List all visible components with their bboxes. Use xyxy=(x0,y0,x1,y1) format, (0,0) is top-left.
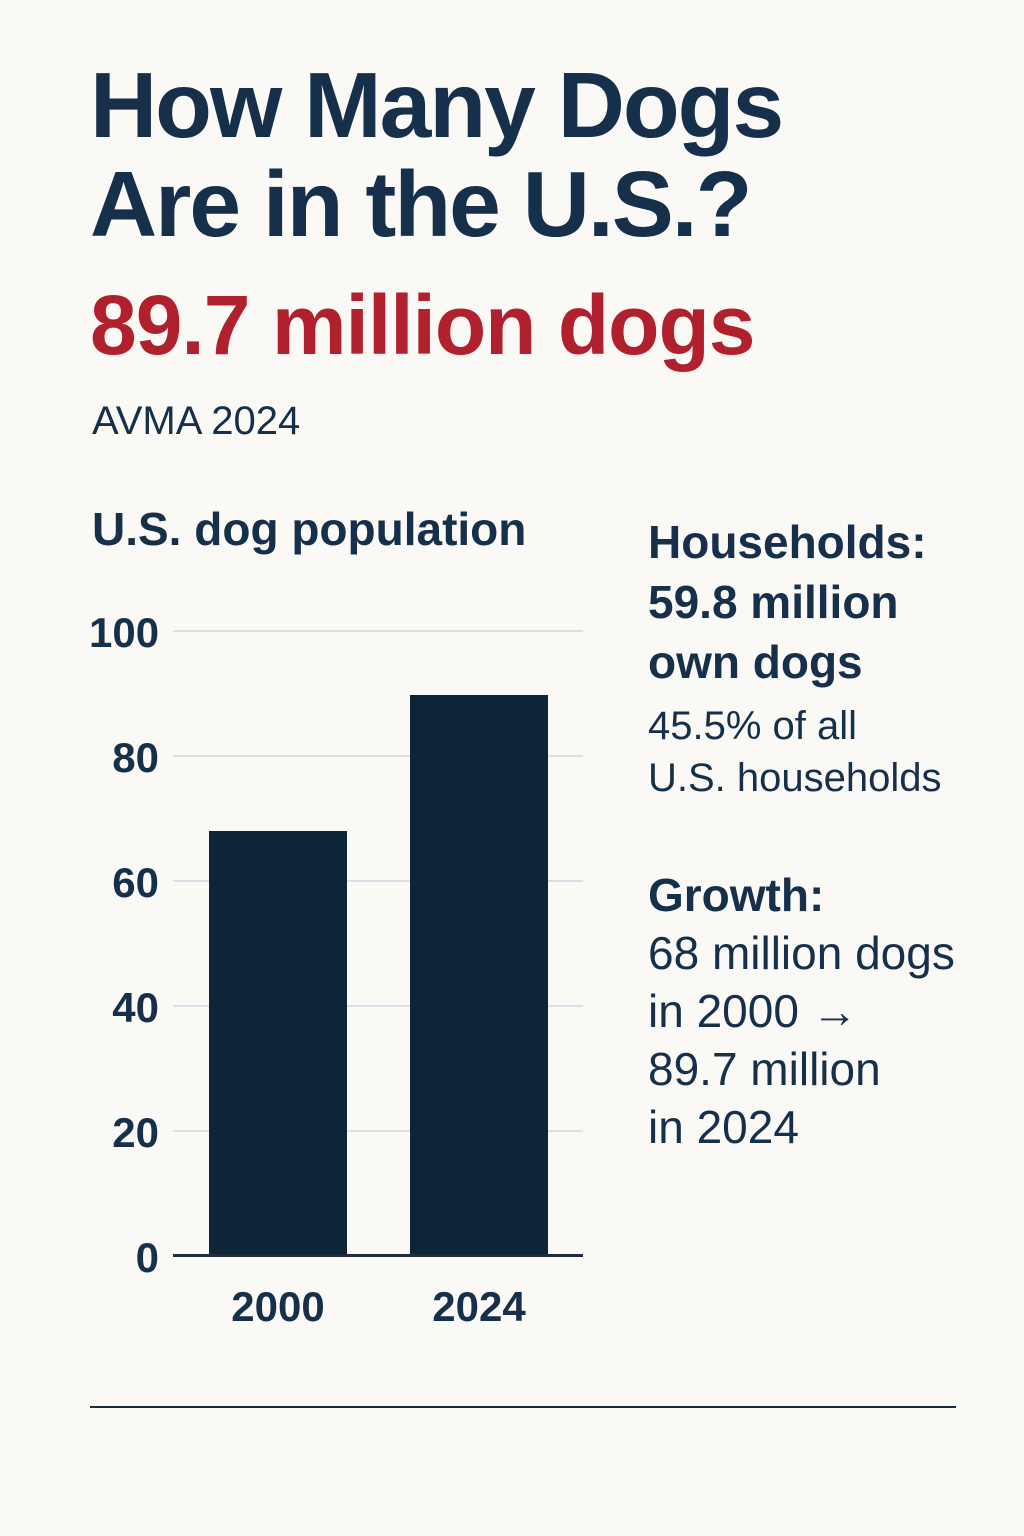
households-subtext-line1: 45.5% of all xyxy=(648,704,858,748)
y-tick-label-80: 80 xyxy=(112,734,159,781)
y-tick-label-20: 20 xyxy=(112,1109,159,1156)
households-stat: 59.8 million xyxy=(648,576,899,628)
gridline-60 xyxy=(173,880,583,882)
x-tick-label-2024: 2024 xyxy=(432,1283,526,1330)
page-title-line1: How Many Dogs xyxy=(90,53,784,157)
gridline-100 xyxy=(173,630,583,632)
growth-block: Growth: 68 million dogs in 2000 → 89.7 m… xyxy=(648,866,1008,1156)
chart-bar-2000 xyxy=(209,831,347,1256)
growth-line2: in 2000 → xyxy=(648,985,858,1037)
bottom-divider-line xyxy=(90,1406,956,1408)
households-subtext-block: 45.5% of all U.S. households xyxy=(648,700,1008,804)
gridline-40 xyxy=(173,1005,583,1007)
chart-title: U.S. dog population xyxy=(92,503,527,555)
households-subtext-line2: U.S. households xyxy=(648,756,942,800)
growth-heading: Growth: xyxy=(648,869,825,921)
households-heading: Households: xyxy=(648,516,927,568)
growth-line4: in 2024 xyxy=(648,1101,799,1153)
y-tick-label-60: 60 xyxy=(112,859,159,906)
chart-bar-2024 xyxy=(410,695,548,1256)
side-panel: Households: 59.8 million own dogs 45.5% … xyxy=(648,512,1008,1156)
x-tick-label-2000: 2000 xyxy=(231,1283,325,1330)
y-tick-label-100: 100 xyxy=(89,609,160,656)
y-tick-label-0: 0 xyxy=(135,1234,159,1281)
gridline-80 xyxy=(173,755,583,757)
growth-line1: 68 million dogs xyxy=(648,927,955,979)
x-axis-line xyxy=(173,1254,583,1257)
y-tick-label-40: 40 xyxy=(112,984,159,1031)
source-attribution: AVMA 2024 xyxy=(92,399,301,443)
growth-line3: 89.7 million xyxy=(648,1043,881,1095)
households-heading-block: Households: 59.8 million own dogs xyxy=(648,512,1008,692)
headline-stat: 89.7 million dogs xyxy=(90,278,755,372)
households-stat-cont: own dogs xyxy=(648,636,863,688)
page-title: How Many Dogs Are in the U.S.? xyxy=(90,53,784,256)
gridline-20 xyxy=(173,1130,583,1132)
page-title-line2: Are in the U.S.? xyxy=(90,152,752,256)
bar-chart-plot-area: 100 80 60 40 20 0 2000 2024 xyxy=(89,612,583,1328)
